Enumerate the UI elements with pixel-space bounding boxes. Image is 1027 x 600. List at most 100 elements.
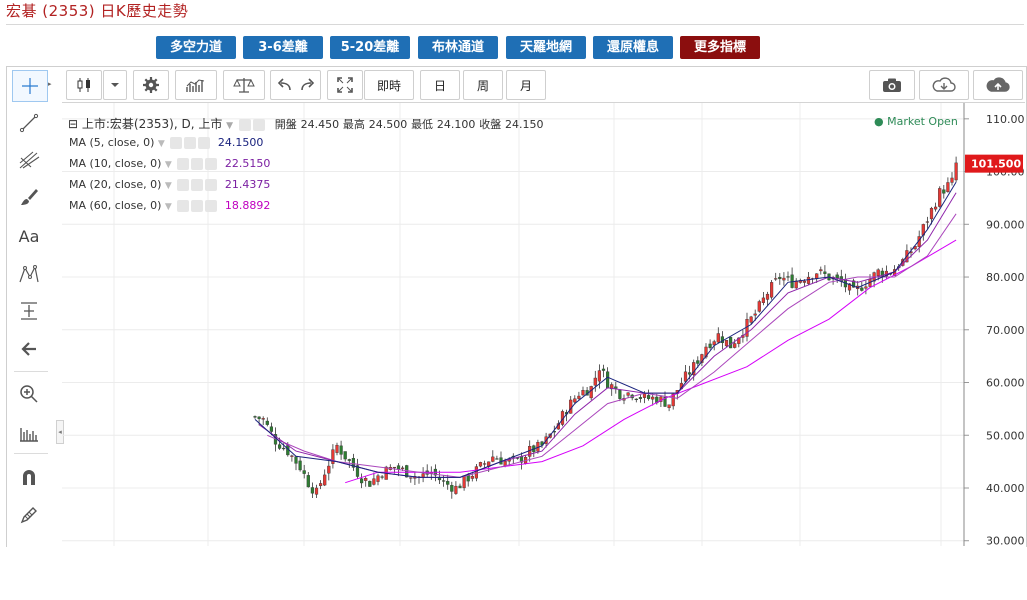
pitchfork-icon[interactable]: [12, 145, 46, 175]
indicator-button-4[interactable]: 布林通道: [418, 36, 498, 59]
legend-eye-icon[interactable]: [177, 179, 190, 191]
ma-legend-row: MA (20, close, 0) ▼ 21.4375: [69, 178, 270, 191]
cloud-upload-icon[interactable]: [973, 70, 1023, 100]
chart-type-dropdown-icon[interactable]: [103, 70, 127, 100]
candle-body: [265, 420, 269, 425]
candle-body: [802, 280, 806, 283]
legend-eye-icon[interactable]: [170, 137, 183, 149]
candle-body: [577, 395, 581, 399]
tool-expand-icon[interactable]: ▸: [48, 80, 52, 88]
candle-body: [339, 445, 343, 455]
legend-dropdown-icon[interactable]: ▼: [226, 121, 234, 131]
candle-body: [474, 466, 478, 479]
candle-body: [880, 270, 884, 277]
legend-settings-icon[interactable]: [191, 179, 204, 191]
candle-body: [491, 456, 495, 462]
camera-icon[interactable]: [869, 70, 915, 100]
trend-line-icon[interactable]: [12, 108, 46, 138]
pencil-lock-icon[interactable]: [12, 500, 46, 530]
collapse-legend-icon[interactable]: ⊟: [68, 117, 79, 131]
candle-body: [704, 346, 708, 358]
legend-eye-icon[interactable]: [238, 118, 251, 131]
legend-settings-icon[interactable]: [191, 158, 204, 170]
toolbar-collapse-tab[interactable]: ◂: [56, 420, 64, 444]
legend-settings-icon[interactable]: [184, 137, 197, 149]
back-arrow-icon[interactable]: [12, 334, 46, 364]
undo-icon[interactable]: [270, 70, 296, 100]
tool-separator: [14, 371, 48, 372]
legend-dropdown-icon[interactable]: ▼: [164, 181, 172, 191]
candle-body: [950, 177, 954, 183]
period-day-button[interactable]: 日: [420, 70, 460, 100]
legend-dropdown-icon[interactable]: ▼: [164, 160, 172, 170]
candle-body: [573, 398, 577, 403]
legend-close-icon[interactable]: [205, 179, 218, 191]
period-month-button[interactable]: 月: [506, 70, 546, 100]
legend-settings-icon[interactable]: [191, 200, 204, 212]
legend-close-icon[interactable]: [205, 200, 218, 212]
legend-close-icon[interactable]: [205, 158, 218, 170]
legend-eye-icon[interactable]: [177, 200, 190, 212]
ma-legend-row: MA (10, close, 0) ▼ 22.5150: [69, 157, 270, 170]
ma-value: 18.8892: [224, 199, 271, 212]
candle-body: [331, 449, 335, 464]
candle-body: [323, 474, 327, 486]
period-week-button[interactable]: 周: [463, 70, 503, 100]
candle-body: [667, 404, 671, 409]
candle-body: [847, 283, 852, 291]
legend-eye-icon[interactable]: [177, 158, 190, 170]
indicator-button-5[interactable]: 天羅地網: [506, 36, 586, 59]
compare-scale-icon[interactable]: [223, 70, 265, 100]
candle-body: [692, 362, 696, 376]
candle-body: [626, 392, 630, 396]
candle-body: [421, 473, 425, 478]
candle-body: [696, 360, 700, 364]
pattern-icon[interactable]: [12, 259, 46, 289]
ruler-icon[interactable]: [12, 418, 46, 448]
candle-body: [786, 276, 790, 278]
indicator-button-2[interactable]: 3-6差離: [243, 36, 323, 59]
indicator-button-1[interactable]: 多空力道: [156, 36, 236, 59]
text-tool-icon[interactable]: Aa: [12, 221, 46, 251]
candlestick-icon[interactable]: [66, 70, 102, 100]
legend-dropdown-icon[interactable]: ▼: [157, 139, 165, 149]
gear-icon[interactable]: [133, 70, 169, 100]
price-chart[interactable]: 110.000100.00090.00080.00070.00060.00050…: [62, 103, 1027, 548]
candle-body: [794, 280, 798, 289]
candle-body: [343, 451, 347, 460]
cloud-download-icon[interactable]: [919, 70, 969, 100]
candle-body: [380, 476, 384, 478]
legend-close-icon[interactable]: [198, 137, 211, 149]
legend-settings-icon[interactable]: [252, 118, 265, 131]
left-toolbar: ▸ Aa: [6, 66, 54, 546]
candle-body: [688, 372, 692, 375]
indicator-button-6[interactable]: 還原權息: [593, 36, 673, 59]
candle-body: [700, 354, 704, 363]
zoom-in-icon[interactable]: [12, 379, 46, 409]
indicators-icon[interactable]: [175, 70, 217, 100]
measure-icon[interactable]: [12, 296, 46, 326]
candle-body: [925, 221, 929, 223]
candle-body: [778, 277, 782, 280]
legend-dropdown-icon[interactable]: ▼: [164, 202, 172, 212]
indicator-button-more[interactable]: 更多指標: [680, 36, 760, 59]
brush-icon[interactable]: [12, 182, 46, 212]
candle-body: [335, 444, 339, 453]
magnet-icon[interactable]: [12, 462, 46, 492]
chart-area[interactable]: 110.000100.00090.00080.00070.00060.00050…: [62, 103, 1027, 548]
candle-body: [306, 475, 310, 488]
candle-body: [368, 480, 372, 487]
ma-label: MA (20, close, 0): [69, 178, 162, 191]
candle-body: [261, 418, 265, 420]
fullscreen-icon[interactable]: [327, 70, 363, 100]
ma20-line: [267, 213, 957, 478]
candle-body: [372, 478, 376, 485]
period-realtime-button[interactable]: 即時: [364, 70, 414, 100]
crosshair-icon[interactable]: [12, 70, 48, 102]
indicator-button-3[interactable]: 5-20差離: [330, 36, 410, 59]
candle-body: [282, 447, 286, 450]
redo-icon[interactable]: [295, 70, 321, 100]
page-title: 宏碁 (2353) 日K歷史走勢: [6, 2, 189, 20]
candle-body: [257, 416, 261, 419]
candle-body: [753, 313, 757, 316]
